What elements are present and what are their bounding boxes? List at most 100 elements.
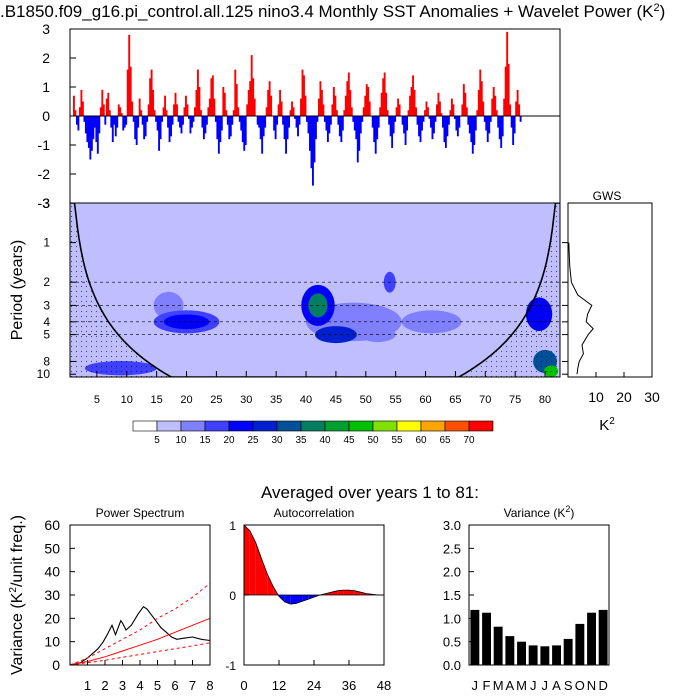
sst-bar	[513, 116, 516, 134]
sst-bar	[301, 69, 304, 116]
sst-bar	[322, 104, 325, 116]
colorbar-label: 60	[415, 435, 427, 446]
sst-bar	[346, 81, 349, 116]
sst-bar	[340, 116, 343, 143]
sst-bar	[373, 116, 376, 143]
sst-bar	[440, 113, 443, 116]
autocorrelation-fill	[243, 524, 384, 605]
sst-bar	[307, 116, 310, 134]
sst-bar	[425, 101, 428, 116]
sst-bar	[380, 92, 383, 116]
sst-bar	[174, 92, 177, 116]
sst-bar	[310, 116, 313, 169]
sst-bar	[319, 81, 322, 116]
colorbar-swatch	[252, 420, 278, 432]
power-spectrum-axes: 0 10 20 30 40 50 60 1 2 3 4 5 6 7 8	[44, 517, 213, 693]
sst-bar	[371, 116, 374, 128]
sst-bar	[219, 116, 222, 143]
sst-bar	[356, 116, 359, 163]
power-spectrum-lines	[69, 582, 211, 666]
sst-bar	[102, 104, 105, 116]
sst-bar	[267, 89, 270, 116]
wavelet-xtick-label: 70	[479, 394, 491, 406]
sst-bar	[462, 84, 465, 116]
sst-bar	[409, 95, 412, 116]
colorbar-swatch	[444, 420, 470, 432]
monthly-variance-bars	[470, 609, 608, 665]
colorbar-label: 30	[271, 435, 283, 446]
sst-bar	[421, 116, 423, 131]
sst-bar	[223, 92, 226, 116]
sst-bar	[294, 116, 296, 119]
sst-bar	[231, 116, 234, 125]
sst-bar	[104, 116, 107, 125]
wavelet-ytick-label: 4	[43, 315, 50, 329]
sst-bar	[273, 116, 276, 131]
wavelet-top-label: -3	[38, 195, 51, 211]
sst-bar	[449, 110, 452, 116]
sst-bar	[388, 116, 391, 125]
sst-bar	[489, 116, 492, 122]
sst-bar	[516, 89, 519, 116]
sst-bar	[126, 69, 129, 116]
sst-bar	[173, 104, 175, 116]
colorbar-label: 65	[439, 435, 451, 446]
monthly-variance-bar	[575, 623, 585, 665]
sst-bar	[191, 116, 193, 128]
monthly-variance-xtick-label: A	[552, 678, 561, 693]
sst-bar	[510, 116, 513, 128]
monthly-variance-axes: 0.00.51.01.52.02.53.0J F M A M J J A S O N D	[443, 518, 608, 693]
monthly-variance-xtick-label: A	[505, 678, 514, 693]
sst-bar	[450, 98, 453, 116]
gws-xtick-label: 10	[588, 389, 604, 405]
sst-bar	[226, 116, 229, 125]
sst-bar	[192, 116, 195, 122]
sst-bar	[361, 116, 364, 122]
monthly-variance-xtick-label: M	[493, 678, 504, 693]
colorbar-swatch	[300, 420, 326, 432]
sst-bar	[199, 110, 202, 116]
autocorrelation-line	[243, 524, 384, 605]
monthly-variance-xtick-label: M	[516, 678, 527, 693]
sst-bar	[153, 110, 156, 116]
autocorrelation-panel: Autocorrelation -1 0 1 0 12 24 36 48	[225, 506, 391, 693]
sst-bar	[247, 89, 250, 116]
sst-bar	[349, 89, 352, 116]
sst-bar	[176, 104, 178, 116]
power-spectrum-95-upper-line	[69, 582, 211, 666]
coi-line	[70, 203, 560, 377]
sst-bar	[479, 69, 482, 116]
autocorrelation-xtick-label: 0	[240, 678, 247, 693]
monthly-variance-ytick-label: 1.5	[443, 588, 461, 603]
sst-bar	[253, 98, 256, 116]
colorbar-label: 20	[223, 435, 235, 446]
sst-ytick-label: -2	[38, 166, 51, 182]
wavelet-xtick-label: 60	[419, 394, 431, 406]
colorbar-swatch	[156, 420, 182, 432]
sst-bar	[295, 116, 298, 128]
sst-bar	[116, 116, 119, 128]
sst-bar	[477, 89, 480, 116]
sst-bar	[74, 110, 77, 116]
sst-bar	[316, 116, 319, 122]
colorbar-label: 25	[247, 435, 259, 446]
sst-bar	[344, 95, 347, 116]
sst-bar	[262, 116, 265, 137]
sst-bar	[274, 116, 277, 140]
sst-ytick-label: -3	[38, 195, 51, 211]
monthly-variance-bar	[482, 612, 491, 665]
sst-bar	[413, 89, 416, 116]
sst-bar	[83, 116, 86, 122]
sst-bar	[467, 116, 470, 125]
monthly-variance-xtick-label: J	[472, 678, 479, 693]
sst-bar	[415, 107, 417, 116]
sst-bar	[198, 87, 201, 116]
sst-bar	[137, 116, 140, 128]
figure-title: .B1850.f09_g16.pi_control.all.125 nino3.…	[0, 2, 665, 21]
sst-bar	[143, 116, 146, 140]
sst-bar	[258, 116, 261, 128]
colorbar-swatch	[180, 420, 206, 432]
sst-bar	[171, 116, 174, 125]
colorbar-label: 55	[391, 435, 403, 446]
